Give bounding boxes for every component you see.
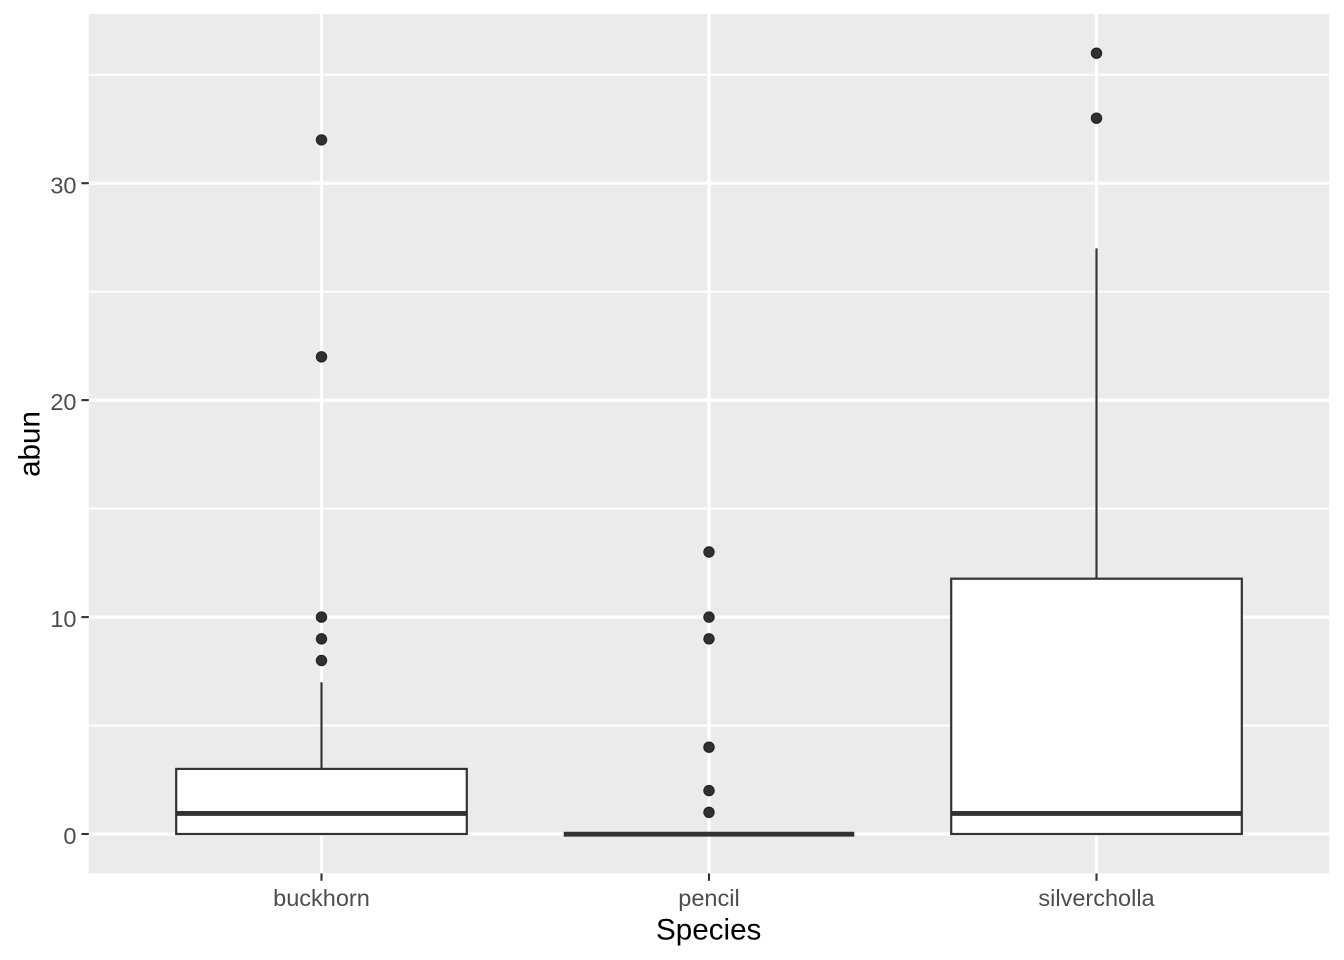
svg-text:abun: abun <box>13 411 46 477</box>
svg-text:silvercholla: silvercholla <box>1038 885 1155 911</box>
svg-text:Species: Species <box>656 914 761 947</box>
svg-text:0: 0 <box>63 823 76 849</box>
svg-text:10: 10 <box>50 606 76 632</box>
svg-text:buckhorn: buckhorn <box>273 885 370 911</box>
svg-text:pencil: pencil <box>678 885 739 911</box>
svg-text:20: 20 <box>50 389 76 415</box>
svg-text:30: 30 <box>50 172 76 198</box>
